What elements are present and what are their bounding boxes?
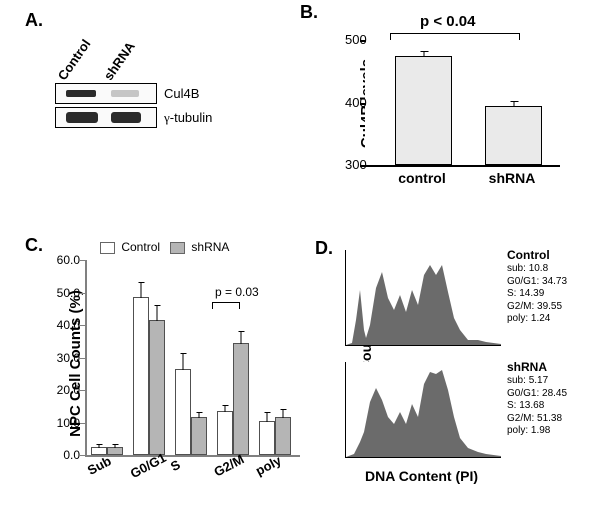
chartB-pvalue: p < 0.04 — [420, 13, 475, 30]
chartB-bar — [485, 106, 542, 166]
panel-d-histograms: NT2 Cell Count (%) DNA Content (PI) Cont… — [315, 240, 595, 510]
chartC-ytick: 0.0 — [50, 448, 80, 462]
chartC-ytick: 50.0 — [50, 286, 80, 300]
chartC-ytick: 10.0 — [50, 416, 80, 430]
chartB-bar — [395, 56, 452, 166]
chartC-category: S — [168, 457, 183, 474]
blot-row-tubulin: γ-tubulin — [55, 107, 157, 128]
legend-label-shrna: shRNA — [191, 240, 229, 254]
lane-label-shrna: shRNA — [101, 39, 138, 83]
dna-stats-control: Control sub: 10.8 G0/G1: 34.73 S: 14.39 … — [507, 248, 567, 326]
chartC-plot-area — [85, 260, 300, 457]
chartC-ytick: 20.0 — [50, 383, 80, 397]
chartC-legend: Control shRNA — [100, 240, 229, 254]
chartC-bar — [133, 297, 149, 455]
chartC-bar — [191, 417, 207, 455]
panel-b-barchart: Cul4B levels p < 0.04 300400500controlsh… — [300, 0, 590, 210]
panel-letter-a: A. — [25, 10, 43, 31]
chartB-category: control — [387, 170, 457, 186]
blot-row-label: γ-tubulin — [164, 110, 212, 126]
blot-row-label: Cul4B — [164, 86, 199, 101]
legend-swatch-control — [100, 242, 115, 254]
chartC-bar — [149, 320, 165, 455]
chartC-bar — [233, 343, 249, 456]
panel-c-barchart: NPC Cell Counts (%) Control shRNA p = 0.… — [30, 230, 310, 510]
chartC-bar — [107, 447, 123, 456]
blot-row-cul4b: Cul4B — [55, 83, 157, 104]
chartC-ytick: 30.0 — [50, 351, 80, 365]
chartC-bar — [259, 421, 275, 456]
panel-a-westernblot: Control shRNA Cul4B γ-tubulin — [55, 35, 235, 131]
chartB-plot-area — [365, 40, 560, 167]
chartC-bar — [217, 411, 233, 455]
dna-plot-shrna — [345, 362, 501, 458]
chartC-bar — [175, 369, 191, 456]
legend-label-control: Control — [121, 240, 160, 254]
figure-root: A. B. C. D. Control shRNA Cul4B γ-tubuli… — [0, 0, 600, 520]
chartC-bar — [275, 417, 291, 455]
chartC-ytick: 60.0 — [50, 253, 80, 267]
panelD-xlabel: DNA Content (PI) — [365, 468, 478, 484]
dna-plot-control — [345, 250, 501, 346]
chartB-category: shRNA — [477, 170, 547, 186]
legend-swatch-shrna — [170, 242, 185, 254]
chartC-ytick: 40.0 — [50, 318, 80, 332]
lane-label-control: Control — [55, 37, 94, 83]
dna-stats-shrna: shRNA sub: 5.17 G0/G1: 28.45 S: 13.68 G2… — [507, 360, 567, 438]
